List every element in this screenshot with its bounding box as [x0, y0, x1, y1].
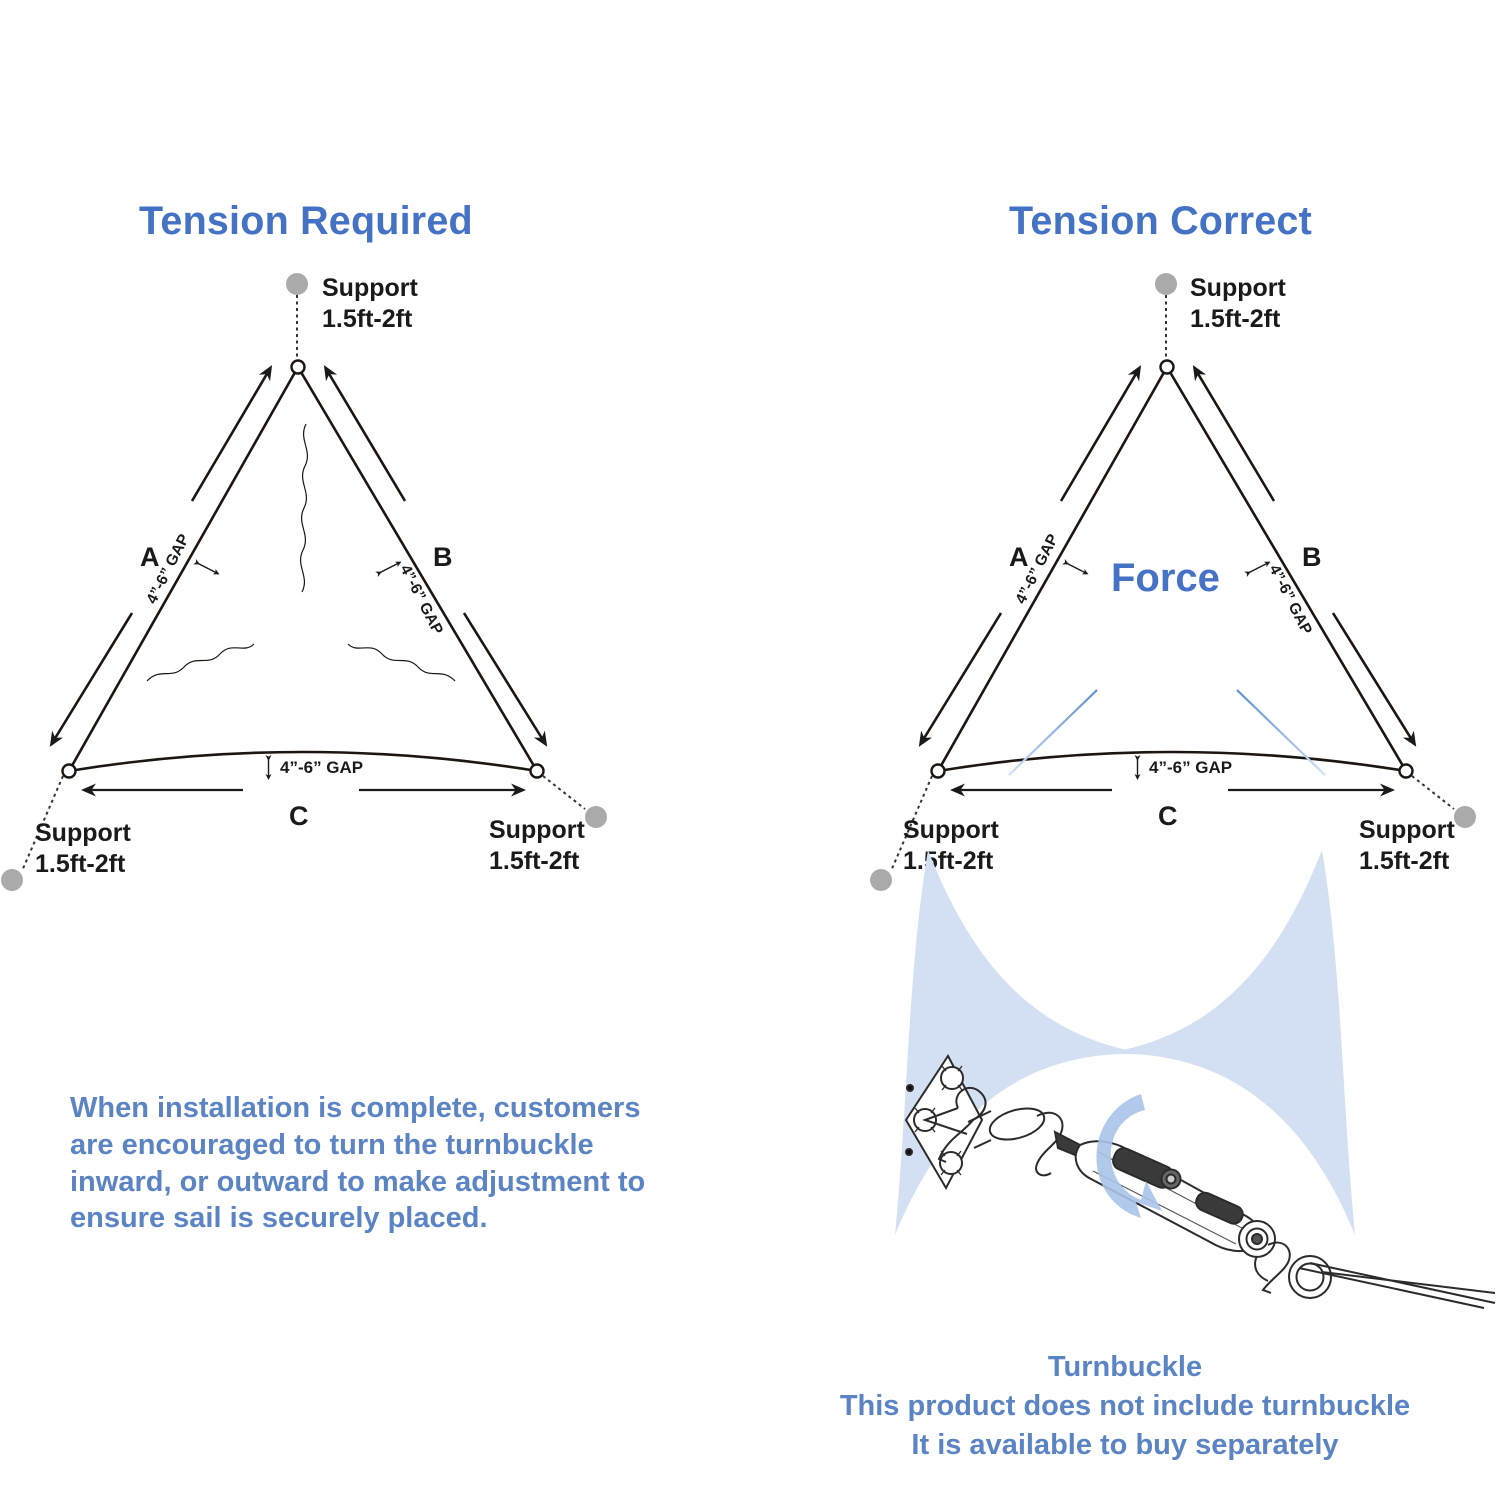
svg-text:C: C: [289, 801, 309, 831]
svg-text:4”-6” GAP: 4”-6” GAP: [1149, 758, 1232, 777]
svg-text:Force: Force: [1111, 556, 1220, 600]
svg-text:A: A: [140, 542, 160, 572]
svg-text:B: B: [433, 542, 453, 572]
svg-text:B: B: [1302, 542, 1322, 572]
svg-text:A: A: [1009, 542, 1029, 572]
svg-text:C: C: [1158, 801, 1178, 831]
svg-text:4”-6” GAP: 4”-6” GAP: [280, 758, 363, 777]
